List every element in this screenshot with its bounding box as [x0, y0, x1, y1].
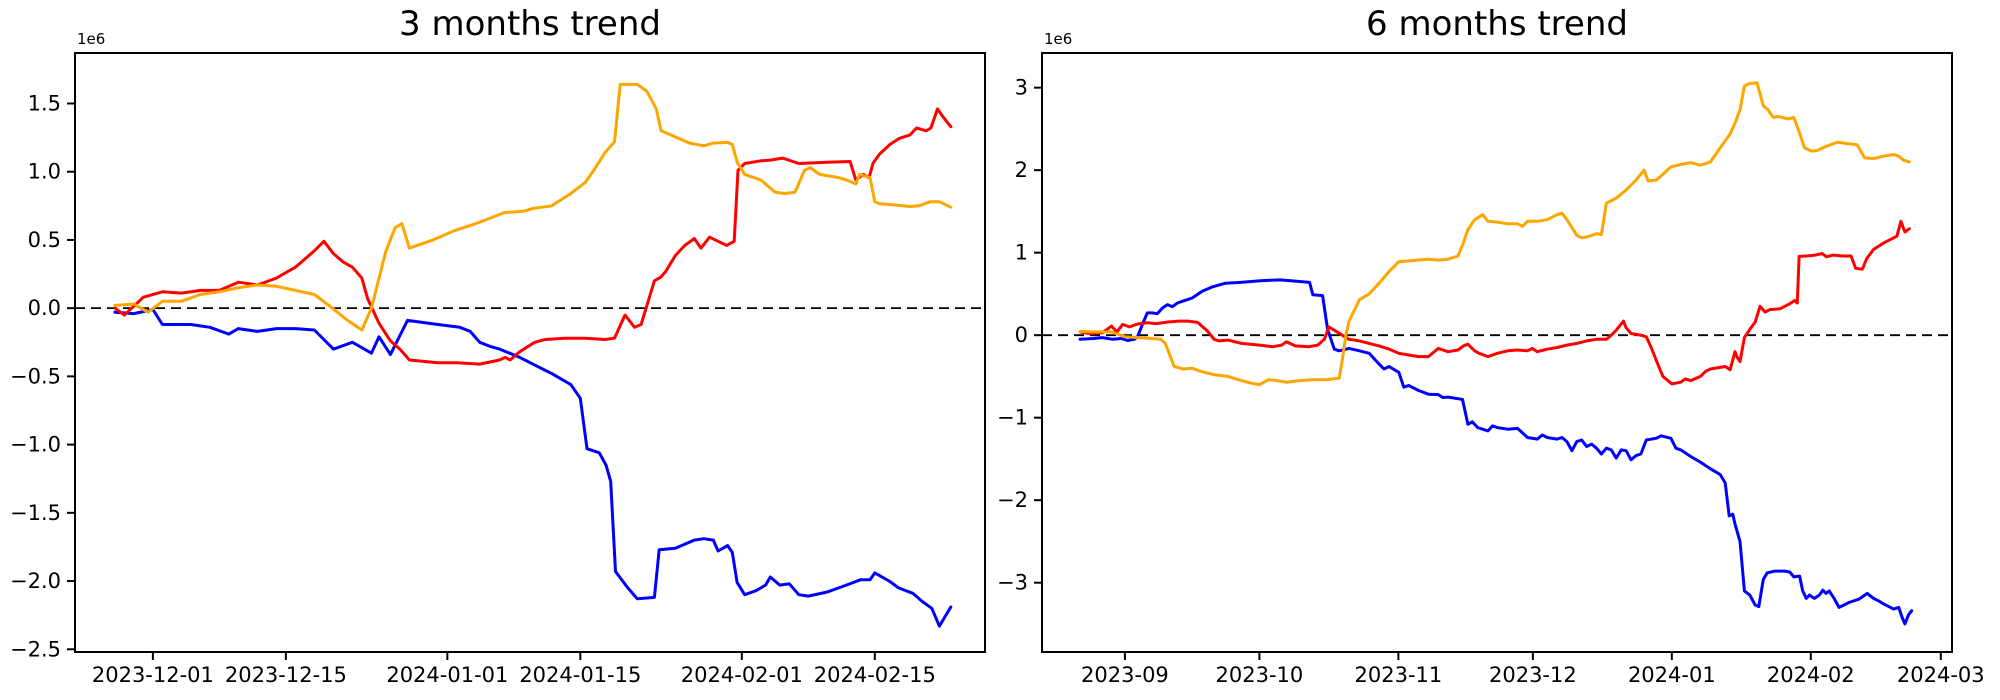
- x-tick-label: 2023-11: [1355, 663, 1443, 687]
- series-line-red: [1078, 219, 1911, 386]
- series-line-blue: [1078, 278, 1914, 626]
- y-tick-label: −3: [997, 571, 1028, 595]
- series-line-blue: [113, 308, 953, 628]
- x-tick-label: 2023-09: [1081, 663, 1169, 687]
- x-tick-label: 2024-02-01: [681, 663, 803, 687]
- x-tick-label: 2024-01: [1628, 663, 1716, 687]
- x-tick-label: 2024-01-15: [519, 663, 641, 687]
- y-axis-multiplier-right: 1e6: [1044, 30, 1073, 48]
- y-tick-label: 1.5: [28, 91, 61, 115]
- y-tick-label: 0: [1015, 323, 1028, 347]
- x-tick-label: 2023-12-01: [92, 663, 214, 687]
- y-tick-label: −0.5: [10, 364, 61, 388]
- y-tick-label: 2: [1015, 158, 1028, 182]
- x-tick-label: 2024-01-01: [386, 663, 508, 687]
- chart-title-3-months: 3 months trend: [399, 4, 661, 44]
- axes-spines: [1041, 52, 1953, 653]
- x-tick-label: 2024-03: [1897, 663, 1985, 687]
- y-axis-multiplier-left: 1e6: [77, 30, 106, 48]
- y-tick-label: −1.0: [10, 433, 61, 457]
- axes-spines: [74, 52, 986, 653]
- y-tick-label: −2: [997, 488, 1028, 512]
- y-tick-label: 0.0: [28, 296, 61, 320]
- x-tick-label: 2024-02: [1767, 663, 1855, 687]
- series-line-orange: [113, 82, 953, 332]
- y-tick-label: 3: [1015, 76, 1028, 100]
- x-tick-label: 2024-02-15: [814, 663, 936, 687]
- y-tick-label: 0.5: [28, 228, 61, 252]
- chart-title-6-months: 6 months trend: [1366, 4, 1628, 44]
- y-tick-label: −1.5: [10, 501, 61, 525]
- y-tick-label: −2.5: [10, 637, 61, 661]
- y-tick-label: 1.0: [28, 160, 61, 184]
- y-tick-label: −2.0: [10, 569, 61, 593]
- series-line-orange: [1078, 81, 1911, 387]
- x-tick-label: 2023-12-15: [225, 663, 347, 687]
- x-tick-label: 2023-12: [1489, 663, 1577, 687]
- y-tick-label: 1: [1015, 241, 1028, 265]
- x-tick-label: 2023-10: [1216, 663, 1304, 687]
- y-tick-label: −1: [997, 406, 1028, 430]
